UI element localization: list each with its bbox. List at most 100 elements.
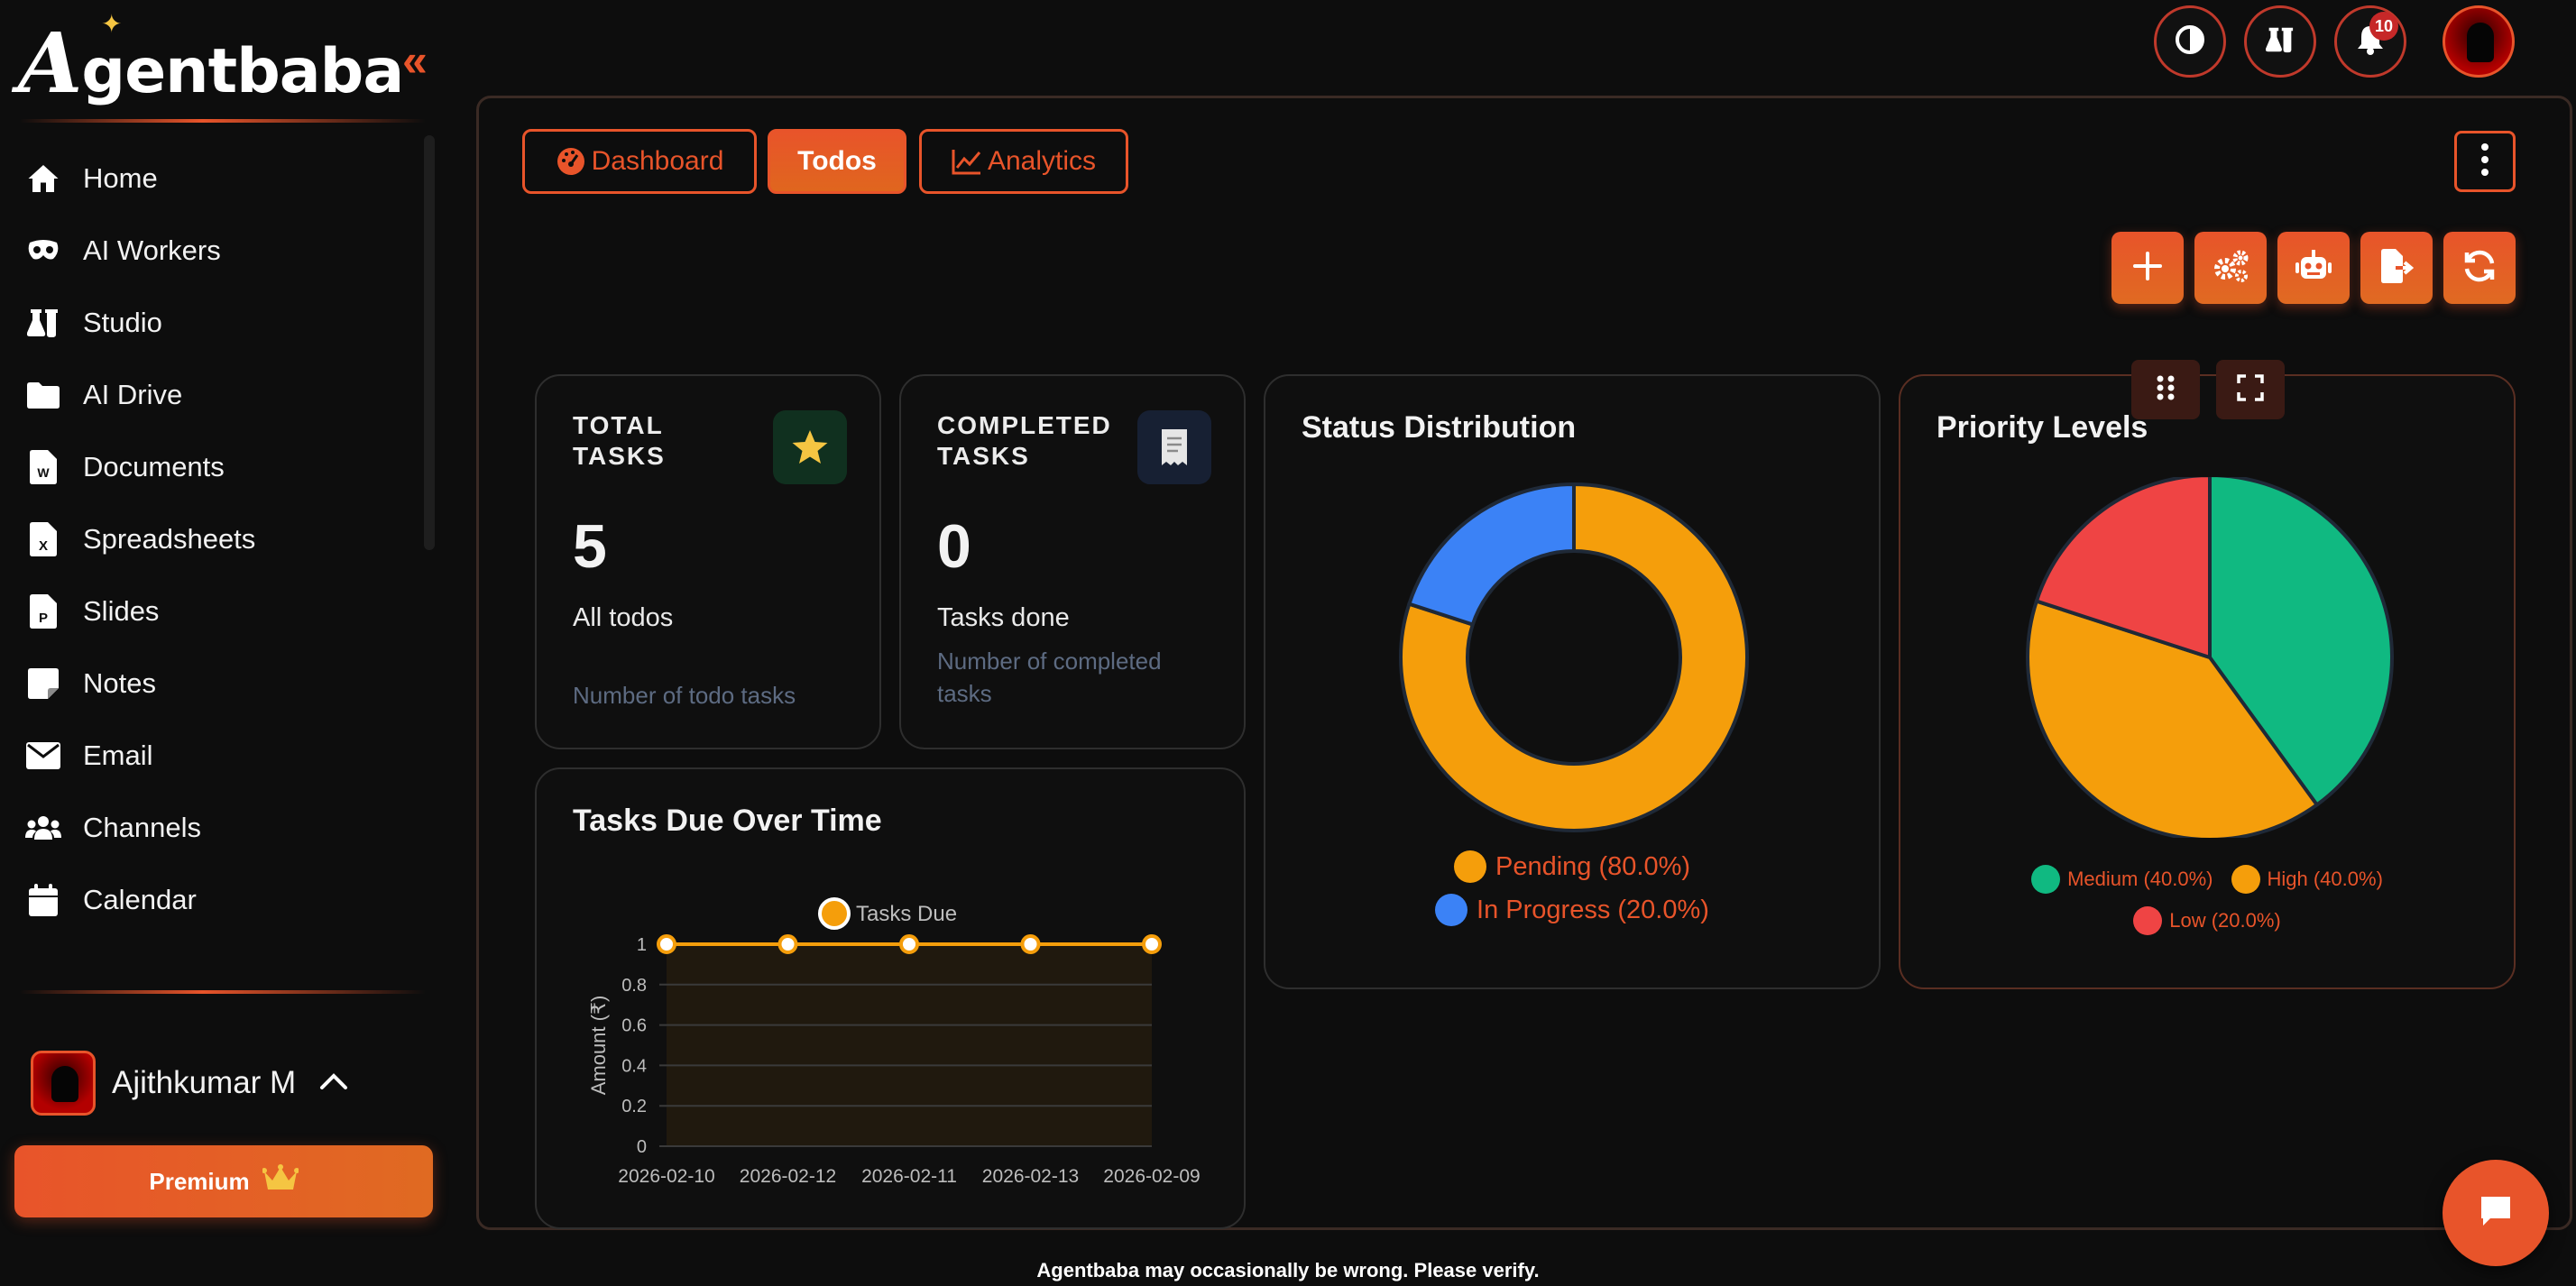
svg-text:W: W (37, 465, 50, 480)
user-profile[interactable]: Ajithkumar M (31, 1051, 348, 1116)
sidebar-item-notes[interactable]: Notes (0, 648, 424, 720)
status-legend: Pending (80.0%) In Progress (20.0%) (1265, 850, 1879, 926)
x-tick-label: 2026-02-12 (740, 1166, 836, 1187)
sidebar-item-studio[interactable]: Studio (0, 287, 424, 359)
sidebar-item-home[interactable]: Home (0, 142, 424, 215)
stat-value: 5 (573, 511, 607, 582)
tab-todos[interactable]: Todos (768, 129, 906, 194)
svg-text:P: P (39, 611, 48, 626)
word-doc-icon: W (25, 449, 61, 485)
sidebar-item-documents[interactable]: W Documents (0, 431, 424, 503)
chart-title: Status Distribution (1302, 410, 1576, 446)
tasks-due-card: Tasks Due Over Time 0 0.2 0.4 0.6 0.8 1 Amount… (535, 767, 1246, 1229)
contrast-icon (2175, 24, 2205, 60)
priority-pie-chart (2025, 477, 2395, 838)
priority-legend-row-2: Low (20.0%) (1900, 906, 2514, 935)
y-tick-label: 0 (637, 1137, 647, 1157)
grip-icon (2155, 374, 2176, 406)
legend-item-medium[interactable]: Medium (40.0%) (2031, 865, 2213, 894)
legend-item-low[interactable]: Low (20.0%) (2133, 906, 2281, 935)
chevron-up-icon[interactable] (319, 1072, 348, 1095)
legend-item-pending[interactable]: Pending (80.0%) (1454, 850, 1690, 883)
svg-text:X: X (39, 538, 48, 554)
x-tick-label: 2026-02-11 (861, 1166, 957, 1187)
sidebar-item-email[interactable]: Email (0, 720, 424, 792)
legend-swatch (2133, 906, 2162, 935)
sparkle-icon: ✦ (101, 9, 122, 39)
legend-item-in-progress[interactable]: In Progress (20.0%) (1435, 894, 1709, 926)
sidebar-item-calendar[interactable]: Calendar (0, 864, 424, 936)
legend-swatch (1454, 850, 1486, 883)
ai-assistant-button[interactable] (2277, 232, 2350, 304)
more-options-button[interactable] (2454, 131, 2516, 192)
chat-button[interactable] (2443, 1160, 2549, 1266)
powerpoint-doc-icon: P (25, 593, 61, 629)
refresh-button[interactable] (2443, 232, 2516, 304)
legend-swatch (2031, 865, 2060, 894)
sidebar-item-ai-drive[interactable]: AI Drive (0, 359, 424, 431)
chat-bubble-icon (2478, 1193, 2514, 1234)
data-point[interactable] (1023, 936, 1039, 952)
legend-item-high[interactable]: High (40.0%) (2231, 865, 2383, 894)
stat-subtitle: All todos (573, 603, 673, 633)
y-tick-label: 0.6 (621, 1016, 647, 1036)
data-point[interactable] (780, 936, 796, 952)
notification-count-badge: 10 (2369, 12, 2398, 41)
mask-icon (25, 233, 61, 269)
divider (20, 990, 426, 994)
sidebar-scrollbar[interactable] (424, 135, 435, 550)
theme-toggle-button[interactable] (2154, 5, 2226, 78)
tasks-due-line-chart: 00.20.40.60.81Amount (₹)2026-02-10 2026-0… (537, 769, 1247, 1231)
flask-icon (25, 305, 61, 341)
legend-swatch (2231, 865, 2260, 894)
receipt-icon (1137, 410, 1211, 484)
line-chart-icon (952, 148, 982, 175)
settings-button[interactable] (2194, 232, 2267, 304)
sidebar-item-channels[interactable]: Channels (0, 792, 424, 864)
total-tasks-card: TOTAL TASKS 5 All todos Number of todo t… (535, 374, 881, 749)
app-logo[interactable]: Agentbaba ✦ (18, 5, 403, 105)
legend-label[interactable]: Tasks Due (856, 902, 957, 926)
completed-tasks-card: COMPLETED TASKS 0 Tasks done Number of c… (899, 374, 1246, 749)
legend-swatch (1435, 894, 1467, 926)
x-tick-label: 2026-02-09 (1103, 1166, 1200, 1187)
pie-slice-in-progress[interactable] (1409, 484, 1574, 625)
file-export-icon (2379, 249, 2414, 288)
export-button[interactable] (2360, 232, 2433, 304)
fullscreen-button[interactable] (2216, 360, 2285, 419)
sidebar-nav: Home AI Workers Studio AI Drive W Docume… (0, 142, 424, 936)
user-name: Ajithkumar M (112, 1065, 296, 1101)
refresh-icon (2462, 249, 2497, 288)
gauge-icon (556, 146, 586, 177)
excel-doc-icon: X (25, 521, 61, 557)
status-donut-chart (1394, 477, 1754, 838)
tab-dashboard[interactable]: Dashboard (522, 129, 757, 194)
sidebar-item-slides[interactable]: P Slides (0, 575, 424, 648)
data-point[interactable] (1144, 936, 1160, 952)
x-tick-label: 2026-02-13 (982, 1166, 1079, 1187)
star-icon (773, 410, 847, 484)
notifications-button[interactable]: 10 (2334, 5, 2406, 78)
status-distribution-card: Status Distribution Pending (80.0%) In P… (1264, 374, 1881, 989)
collapse-sidebar-icon[interactable]: « (402, 38, 428, 83)
labs-button[interactable] (2244, 5, 2316, 78)
home-icon (25, 161, 61, 197)
kebab-menu-icon (2480, 142, 2489, 182)
premium-button[interactable]: Premium (14, 1145, 433, 1217)
y-tick-label: 1 (637, 935, 647, 955)
add-todo-button[interactable] (2111, 232, 2184, 304)
drag-handle-button[interactable] (2131, 360, 2200, 419)
profile-avatar[interactable] (2443, 5, 2515, 78)
data-point[interactable] (901, 936, 917, 952)
y-tick-label: 0.4 (621, 1056, 647, 1076)
data-point[interactable] (658, 936, 675, 952)
stat-title: TOTAL TASKS (573, 410, 762, 472)
gears-icon (2212, 249, 2249, 288)
sidebar-item-spreadsheets[interactable]: X Spreadsheets (0, 503, 424, 575)
flask-icon (2266, 26, 2295, 58)
sidebar-item-ai-workers[interactable]: AI Workers (0, 215, 424, 287)
divider (20, 119, 426, 123)
robot-icon (2295, 250, 2332, 287)
priority-legend-row-1: Medium (40.0%) High (40.0%) (1900, 865, 2514, 894)
tab-analytics[interactable]: Analytics (919, 129, 1128, 194)
